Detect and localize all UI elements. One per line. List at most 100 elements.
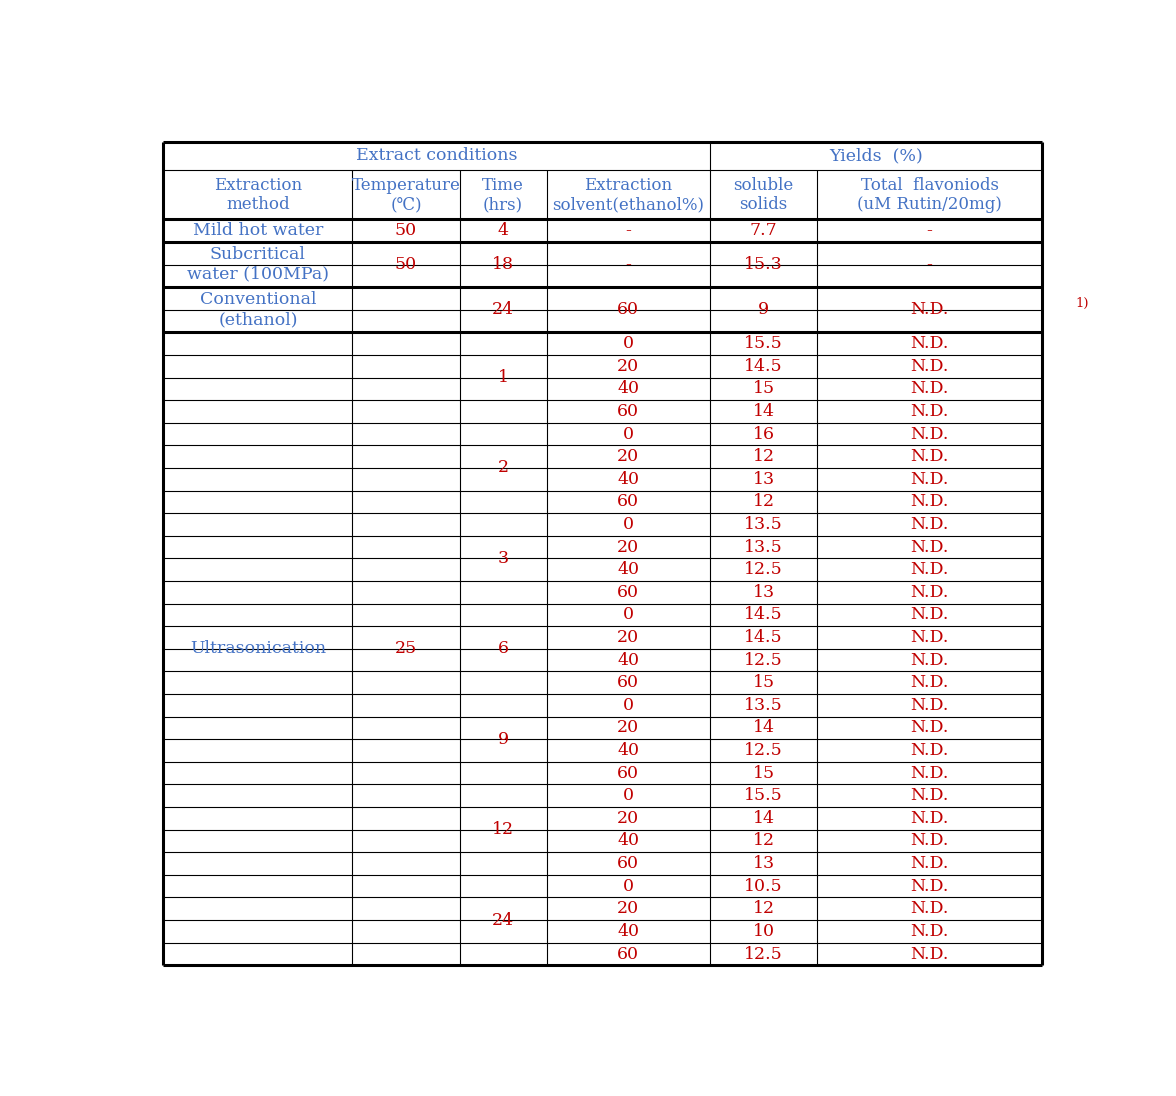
Text: N.D.: N.D.	[910, 357, 949, 375]
Text: 40: 40	[617, 833, 640, 849]
Text: 15.5: 15.5	[744, 335, 783, 352]
Text: 4: 4	[497, 222, 508, 239]
Text: 10: 10	[753, 923, 775, 940]
Text: 60: 60	[617, 765, 640, 781]
Text: 60: 60	[617, 946, 640, 962]
Text: N.D.: N.D.	[910, 855, 949, 872]
Text: 1): 1)	[1075, 297, 1089, 310]
Text: 25: 25	[395, 640, 417, 658]
Text: 3: 3	[497, 550, 509, 567]
Text: Extract conditions: Extract conditions	[356, 148, 517, 164]
Text: 12.5: 12.5	[744, 742, 783, 760]
Text: N.D.: N.D.	[910, 923, 949, 940]
Text: 20: 20	[617, 357, 640, 375]
Text: N.D.: N.D.	[910, 878, 949, 894]
Text: 12.5: 12.5	[744, 561, 783, 579]
Text: 7.7: 7.7	[750, 222, 777, 239]
Text: 18: 18	[492, 256, 514, 273]
Text: 10.5: 10.5	[744, 878, 783, 894]
Text: 50: 50	[395, 222, 417, 239]
Text: N.D.: N.D.	[910, 719, 949, 737]
Text: 9: 9	[497, 731, 509, 747]
Text: 40: 40	[617, 742, 640, 760]
Text: N.D.: N.D.	[910, 471, 949, 488]
Text: -: -	[927, 222, 933, 239]
Text: -: -	[927, 256, 933, 273]
Text: 13: 13	[753, 584, 775, 601]
Text: 60: 60	[617, 674, 640, 692]
Text: 20: 20	[617, 900, 640, 917]
Text: N.D.: N.D.	[910, 652, 949, 669]
Text: N.D.: N.D.	[910, 301, 949, 318]
Text: Temperature
(℃): Temperature (℃)	[352, 176, 461, 213]
Text: 13.5: 13.5	[744, 538, 783, 556]
Text: Ultrasonication: Ultrasonication	[189, 640, 326, 658]
Text: 15.3: 15.3	[744, 256, 783, 273]
Text: 20: 20	[617, 629, 640, 646]
Text: 0: 0	[623, 697, 634, 713]
Text: 13.5: 13.5	[744, 516, 783, 533]
Text: 60: 60	[617, 855, 640, 872]
Text: Extraction
method: Extraction method	[214, 176, 302, 213]
Text: 60: 60	[617, 493, 640, 511]
Text: 2: 2	[497, 459, 509, 477]
Text: N.D.: N.D.	[910, 538, 949, 556]
Text: 15: 15	[753, 674, 775, 692]
Text: N.D.: N.D.	[910, 448, 949, 465]
Text: 1: 1	[497, 369, 508, 386]
Text: 50: 50	[395, 256, 417, 273]
Text: 13: 13	[753, 855, 775, 872]
Text: Yields  (%): Yields (%)	[829, 148, 923, 164]
Text: N.D.: N.D.	[910, 516, 949, 533]
Text: N.D.: N.D.	[910, 674, 949, 692]
Text: 12.5: 12.5	[744, 652, 783, 669]
Text: 12: 12	[753, 448, 775, 465]
Text: 40: 40	[617, 380, 640, 398]
Text: soluble
solids: soluble solids	[734, 176, 794, 213]
Text: 0: 0	[623, 878, 634, 894]
Text: 12: 12	[492, 821, 514, 838]
Text: 20: 20	[617, 810, 640, 826]
Text: N.D.: N.D.	[910, 403, 949, 420]
Text: 0: 0	[623, 787, 634, 804]
Text: 12: 12	[753, 833, 775, 849]
Text: N.D.: N.D.	[910, 900, 949, 917]
Text: 0: 0	[623, 335, 634, 352]
Text: N.D.: N.D.	[910, 697, 949, 713]
Text: N.D.: N.D.	[910, 425, 949, 443]
Text: 40: 40	[617, 471, 640, 488]
Text: 14: 14	[753, 403, 775, 420]
Text: 12: 12	[753, 493, 775, 511]
Text: 20: 20	[617, 538, 640, 556]
Text: 14.5: 14.5	[744, 629, 783, 646]
Text: 15: 15	[753, 765, 775, 781]
Text: 15: 15	[753, 380, 775, 398]
Text: -: -	[626, 222, 632, 239]
Text: 40: 40	[617, 923, 640, 940]
Text: 0: 0	[623, 425, 634, 443]
Text: 14: 14	[753, 719, 775, 737]
Text: 20: 20	[617, 448, 640, 465]
Text: 0: 0	[623, 516, 634, 533]
Text: N.D.: N.D.	[910, 584, 949, 601]
Text: Conventional
(ethanol): Conventional (ethanol)	[200, 292, 316, 328]
Text: 60: 60	[617, 301, 640, 318]
Text: 40: 40	[617, 652, 640, 669]
Text: 13: 13	[753, 471, 775, 488]
Text: 16: 16	[753, 425, 775, 443]
Text: 6: 6	[497, 640, 508, 658]
Text: 0: 0	[623, 606, 634, 624]
Text: 12.5: 12.5	[744, 946, 783, 962]
Text: 14.5: 14.5	[744, 606, 783, 624]
Text: 14.5: 14.5	[744, 357, 783, 375]
Text: N.D.: N.D.	[910, 493, 949, 511]
Text: N.D.: N.D.	[910, 787, 949, 804]
Text: Subcritical
water (100MPa): Subcritical water (100MPa)	[187, 247, 329, 283]
Text: N.D.: N.D.	[910, 606, 949, 624]
Text: 9: 9	[759, 301, 769, 318]
Text: 24: 24	[492, 301, 514, 318]
Text: 60: 60	[617, 584, 640, 601]
Text: N.D.: N.D.	[910, 561, 949, 579]
Text: 60: 60	[617, 403, 640, 420]
Text: N.D.: N.D.	[910, 833, 949, 849]
